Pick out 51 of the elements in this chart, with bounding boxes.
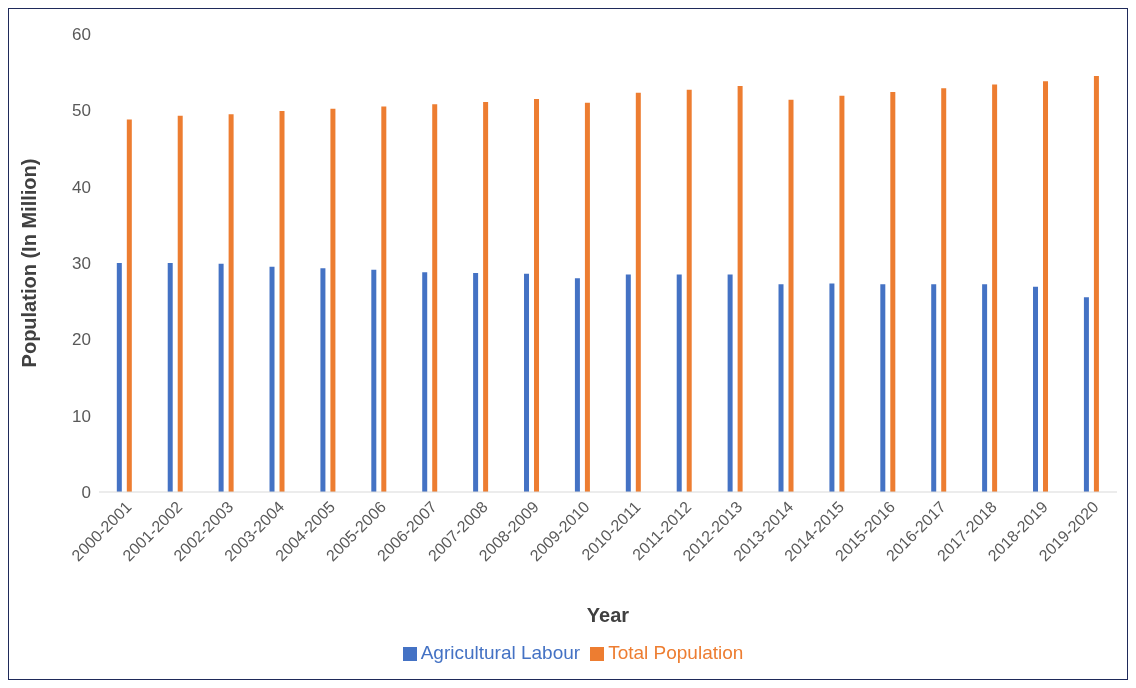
bar bbox=[635, 92, 641, 492]
x-axis-title: Year bbox=[586, 604, 630, 626]
bar bbox=[1043, 81, 1049, 492]
y-tick-label: 40 bbox=[72, 177, 91, 197]
bar bbox=[534, 98, 540, 492]
bar bbox=[839, 95, 845, 492]
bar bbox=[931, 284, 937, 492]
bar bbox=[218, 263, 224, 492]
bar bbox=[1033, 286, 1039, 492]
bar bbox=[167, 263, 173, 492]
bar bbox=[483, 101, 489, 492]
bar bbox=[432, 104, 438, 492]
bar bbox=[727, 274, 733, 492]
bar bbox=[788, 99, 794, 492]
bar bbox=[320, 268, 326, 492]
bar bbox=[676, 274, 682, 492]
bar bbox=[422, 272, 428, 492]
bar bbox=[584, 102, 590, 492]
bar bbox=[279, 111, 285, 492]
y-tick-label: 30 bbox=[72, 254, 91, 274]
bar bbox=[126, 119, 132, 492]
bar bbox=[116, 263, 122, 492]
bar bbox=[625, 274, 631, 492]
bar bbox=[574, 278, 580, 492]
bar bbox=[737, 85, 743, 492]
bar bbox=[890, 92, 896, 492]
legend-label: Agricultural Labour bbox=[420, 642, 581, 663]
bar bbox=[473, 272, 479, 492]
bar bbox=[524, 273, 530, 492]
bar bbox=[982, 284, 988, 492]
bar bbox=[269, 266, 275, 492]
y-tick-label: 0 bbox=[81, 483, 91, 503]
y-axis-title: Population (In Million) bbox=[18, 158, 41, 368]
bar bbox=[330, 108, 336, 492]
bar bbox=[177, 115, 183, 492]
bar bbox=[686, 89, 692, 492]
bar bbox=[829, 283, 835, 492]
y-tick-label: 60 bbox=[72, 25, 91, 45]
bar bbox=[992, 84, 998, 492]
bar bbox=[941, 88, 947, 492]
bar bbox=[1083, 297, 1089, 492]
bar bbox=[381, 106, 387, 492]
legend-label: Total Population bbox=[608, 642, 744, 663]
bar bbox=[1093, 75, 1099, 492]
bar bbox=[880, 284, 886, 492]
y-tick-label: 20 bbox=[72, 330, 91, 350]
bar bbox=[371, 269, 377, 492]
bar bbox=[778, 284, 784, 492]
y-tick-label: 10 bbox=[72, 406, 91, 426]
bar bbox=[228, 114, 234, 492]
y-tick-label: 50 bbox=[72, 101, 91, 121]
